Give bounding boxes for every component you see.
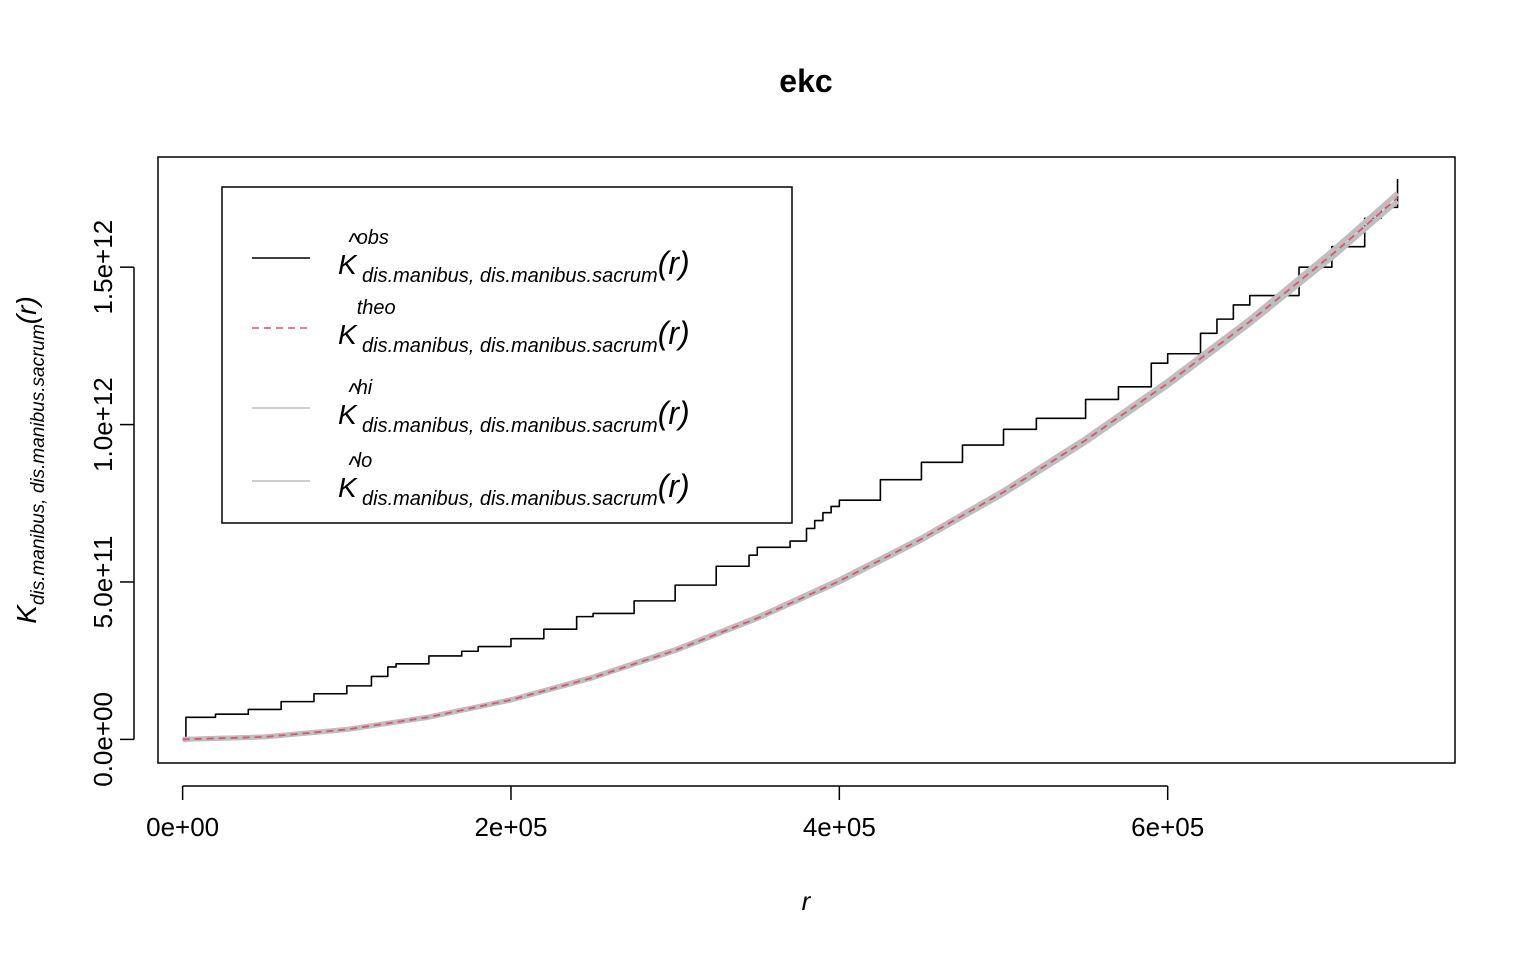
legend-entry-lo: Klo dis.manibus, dis.manibus.sacrum(r)^ (252, 450, 690, 510)
legend-entry-theo: Ktheo dis.manibus, dis.manibus.sacrum(r) (252, 297, 690, 357)
y-axis-label-main: K (11, 604, 42, 624)
svg-text:Kdis.manibus, dis.manibus.sacr: Kdis.manibus, dis.manibus.sacrum(r) (11, 296, 49, 624)
y-tick-label: 5.0e+11 (88, 536, 118, 629)
legend-label: Ktheo dis.manibus, dis.manibus.sacrum(r) (338, 297, 690, 357)
y-tick-label: 1.0e+12 (88, 377, 118, 472)
series-layer (182, 179, 1400, 742)
legend-entry-hi: Khi dis.manibus, dis.manibus.sacrum(r)^ (252, 377, 690, 437)
plot-frame (157, 156, 1456, 764)
legend-entry-obs: Kobs dis.manibus, dis.manibus.sacrum(r)^ (252, 227, 690, 287)
x-axis-label: r (802, 886, 812, 916)
x-tick-label: 4e+05 (803, 812, 876, 842)
legend-label: Kobs dis.manibus, dis.manibus.sacrum(r) (338, 227, 690, 287)
legend-label: Khi dis.manibus, dis.manibus.sacrum(r) (338, 377, 690, 437)
hat-accent: ^ (348, 229, 360, 256)
y-tick-label: 0.0e+00 (88, 692, 118, 787)
x-tick-label: 6e+05 (1131, 812, 1204, 842)
x-tick-label: 2e+05 (474, 812, 547, 842)
series-line-obs (182, 179, 1399, 741)
hat-accent: ^ (348, 379, 360, 406)
legend-entries: Kobs dis.manibus, dis.manibus.sacrum(r)^K… (252, 227, 690, 510)
series-line-theo (182, 197, 1399, 741)
y-axis-label-subscript: dis.manibus, dis.manibus.sacrum (28, 324, 49, 605)
legend: Kobs dis.manibus, dis.manibus.sacrum(r)^K… (221, 186, 793, 524)
x-tick-label: 0e+00 (146, 812, 219, 842)
legend-box (221, 186, 793, 524)
x-axis: 0e+00 2e+05 4e+05 6e+05 (146, 785, 1204, 842)
y-axis: 0.0e+00 5.0e+11 1.0e+12 1.5e+12 (88, 220, 135, 787)
hat-accent: ^ (348, 452, 360, 479)
chart-title: ekc (779, 63, 832, 99)
y-axis-label-tail: (r) (11, 296, 42, 324)
y-tick-label: 1.5e+12 (88, 220, 118, 315)
y-axis-label: Kdis.manibus, dis.manibus.sacrum(r) (11, 296, 49, 624)
legend-label: Klo dis.manibus, dis.manibus.sacrum(r) (338, 450, 690, 510)
